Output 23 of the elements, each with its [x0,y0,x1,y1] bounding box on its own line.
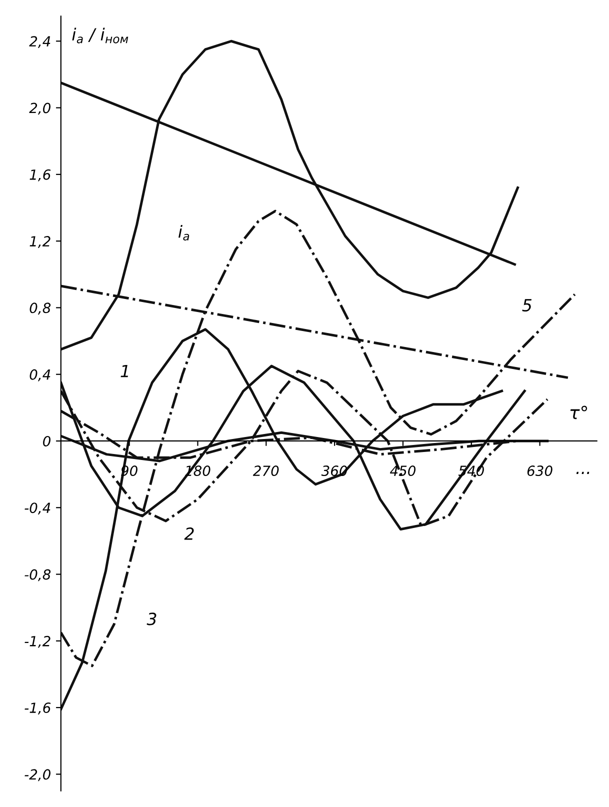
y-axis-title: i$_{a}$ / i$_{ном}$ [72,28,128,44]
y-tick-label: 0 [43,436,50,446]
y-tick-label: 0,8 [30,302,51,315]
y-tick-label: -1,2 [24,636,50,648]
y-tick-label: 0,4 [30,369,50,382]
y-tick-label: 1,2 [30,236,50,248]
x-tick-label: 270 [252,466,279,476]
y-tick-label: -1,6 [24,702,51,714]
x-tick-label: 450 [390,466,416,476]
annotation: 2 [184,527,194,540]
annotation: ... [576,472,590,474]
x-axis-title: τ° [570,406,588,420]
annotation: i$_{a}$ [178,224,190,241]
y-tick-label: -0,8 [24,569,51,582]
annotation: 5 [522,299,532,312]
x-tick-label: 630 [527,466,552,476]
y-tick-label: -0,4 [24,502,50,515]
annotation: 3 [146,612,156,626]
annotation: 1 [120,364,128,378]
y-tick-label: 1,6 [30,169,51,182]
y-tick-label: 2,4 [29,36,50,48]
y-tick-label: 2,0 [29,102,50,115]
y-tick-label: -2,0 [24,769,50,782]
